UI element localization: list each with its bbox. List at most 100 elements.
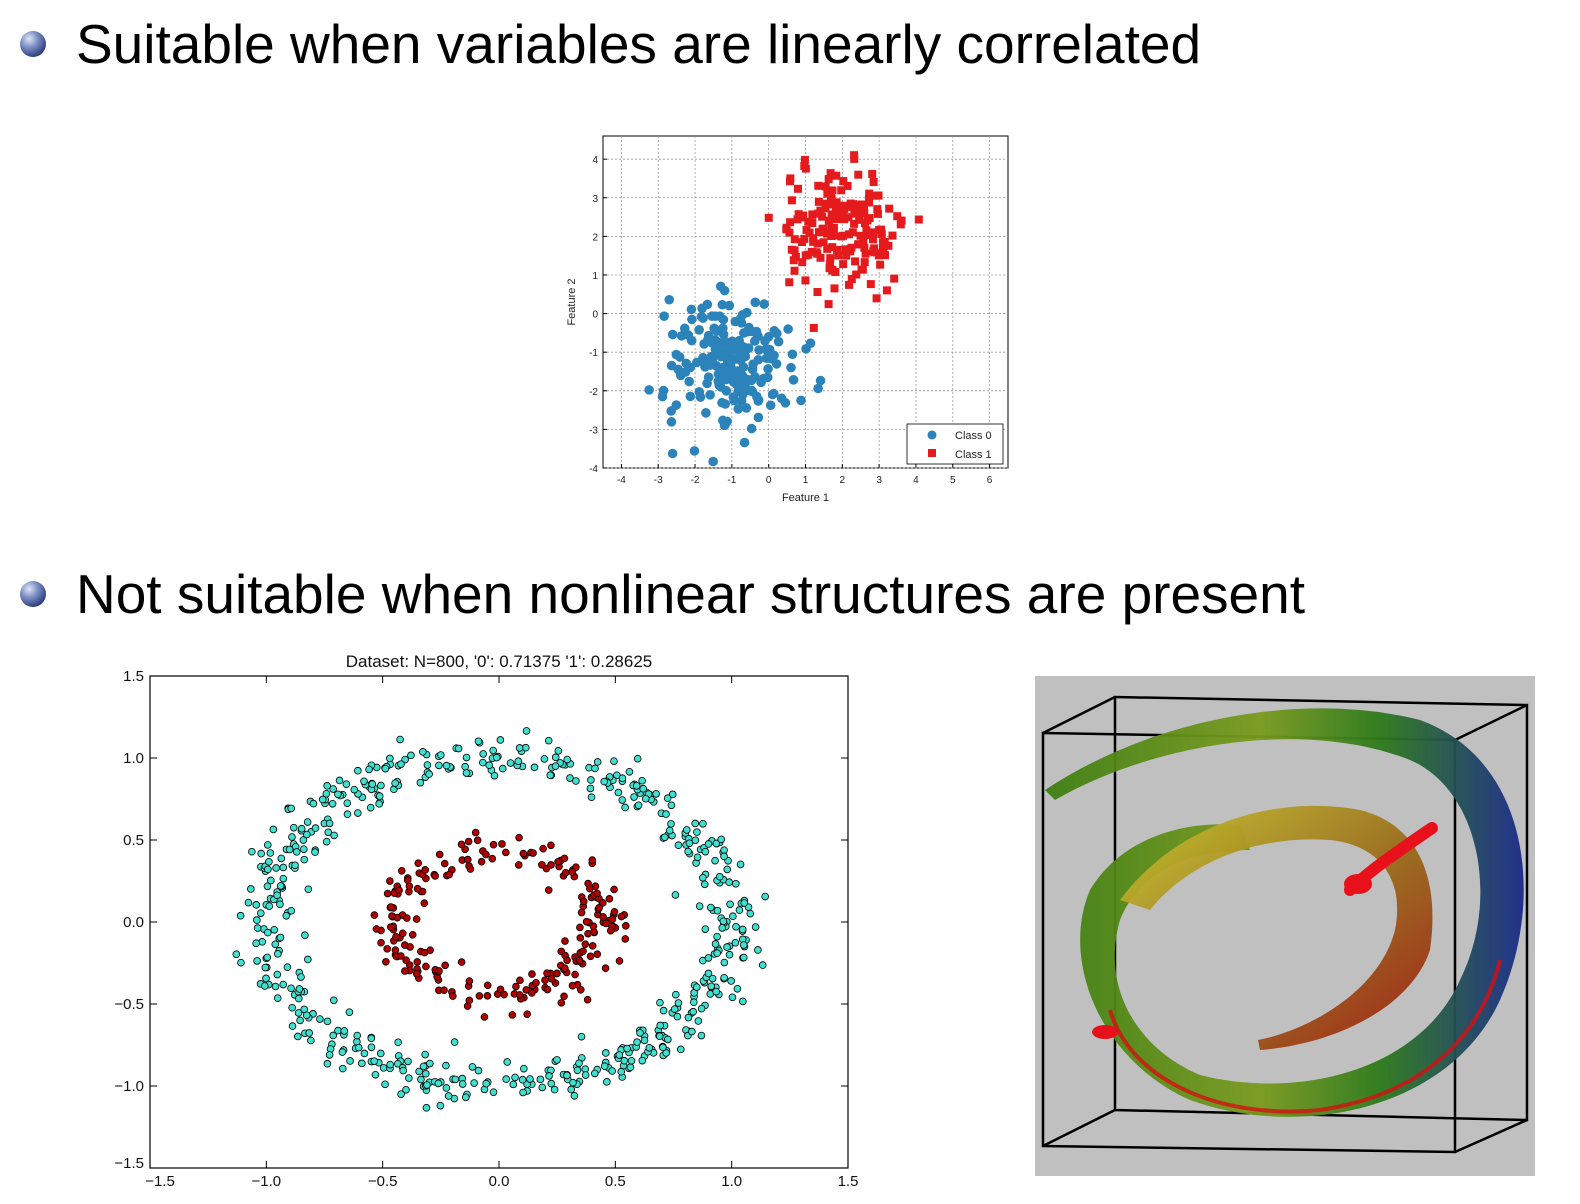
outer-ring-point xyxy=(304,955,312,964)
class-1-point xyxy=(829,231,838,240)
outer-ring-point xyxy=(272,864,280,872)
outer-ring-point xyxy=(640,1036,649,1045)
outer-ring-point xyxy=(670,1005,679,1013)
class-0-point xyxy=(681,358,691,369)
outer-ring-point xyxy=(370,1057,378,1065)
outer-ring-point xyxy=(273,994,282,1002)
outer-ring-point xyxy=(502,1075,510,1083)
outer-ring-point xyxy=(553,1056,561,1064)
outer-ring-point xyxy=(442,1084,451,1092)
outer-ring-point xyxy=(625,767,634,776)
class-1-point xyxy=(855,215,864,224)
class-0-point xyxy=(787,349,798,360)
y-tick-label: -2 xyxy=(589,387,598,398)
outer-ring-point xyxy=(304,885,313,894)
inner-ring-point xyxy=(413,958,422,966)
class-0-point xyxy=(769,325,780,336)
class-1-point xyxy=(830,284,839,293)
outer-ring-point xyxy=(617,1067,626,1076)
inner-ring-point xyxy=(528,970,536,978)
class-1-point xyxy=(807,247,816,256)
inner-ring-point xyxy=(519,849,528,858)
inner-ring-point xyxy=(589,922,598,931)
y-tick-label: −1.5 xyxy=(114,1155,144,1172)
outer-ring-point xyxy=(634,801,643,810)
outer-ring-point xyxy=(338,1064,347,1073)
class-1-point xyxy=(787,245,796,254)
outer-ring-point xyxy=(318,795,327,804)
class-1-point xyxy=(787,196,796,205)
inner-ring-point xyxy=(422,962,430,971)
class-1-point xyxy=(864,195,873,204)
outer-ring-point xyxy=(701,925,710,933)
annotation-blob xyxy=(1092,1025,1118,1039)
class-1-point xyxy=(800,162,809,171)
outer-ring-point xyxy=(699,819,707,828)
outer-ring-point xyxy=(726,900,734,909)
outer-ring-point xyxy=(652,790,660,798)
class-1-point xyxy=(805,228,814,237)
class-1-point xyxy=(832,171,841,180)
outer-ring-point xyxy=(692,983,701,991)
outer-ring-point xyxy=(285,845,294,854)
class-1-point xyxy=(840,204,849,213)
class-0-point xyxy=(711,360,722,371)
class-1-point xyxy=(821,182,830,191)
outer-ring-point xyxy=(725,878,733,887)
class-0-point xyxy=(666,406,676,416)
x-tick-label: -4 xyxy=(617,475,626,486)
x-tick-label: −0.5 xyxy=(368,1173,398,1190)
outer-ring-point xyxy=(264,865,272,874)
outer-ring-point xyxy=(271,940,280,949)
outer-ring-point xyxy=(518,1075,527,1084)
outer-ring-point xyxy=(474,1066,483,1075)
inner-ring-point xyxy=(515,991,524,999)
class-0-point xyxy=(763,364,773,374)
class-1-point xyxy=(826,254,835,263)
class-1-point xyxy=(877,230,886,239)
inner-ring-point xyxy=(586,952,595,961)
outer-ring-point xyxy=(270,925,279,934)
outer-ring-point xyxy=(577,1032,586,1041)
class-1-point xyxy=(914,215,923,224)
bullet-linear-text: Suitable when variables are linearly cor… xyxy=(76,13,1202,75)
class-1-point xyxy=(782,223,791,232)
outer-ring-point xyxy=(671,891,680,899)
class-1-point xyxy=(882,286,891,295)
class-1-point xyxy=(826,260,835,269)
class-1-point xyxy=(856,231,865,240)
outer-ring-point xyxy=(639,784,647,793)
outer-ring-point xyxy=(551,762,560,770)
class-1-point xyxy=(824,300,833,309)
inner-ring-point xyxy=(605,895,614,903)
outer-ring-point xyxy=(247,885,255,893)
class-1-point xyxy=(869,235,878,244)
outer-ring-point xyxy=(437,751,445,759)
outer-ring-point xyxy=(416,778,425,787)
outer-ring-point xyxy=(279,980,288,989)
class-0-point xyxy=(813,383,823,394)
class-1-point xyxy=(832,198,841,207)
class-1-point xyxy=(814,181,823,190)
x-tick-label: 1.5 xyxy=(838,1173,859,1190)
outer-ring-point xyxy=(496,736,505,744)
inner-ring-point xyxy=(576,985,585,994)
outer-ring-point xyxy=(723,943,731,951)
outer-ring-point xyxy=(353,1031,362,1040)
class-1-point xyxy=(843,181,852,190)
outer-ring-point xyxy=(323,782,331,790)
x-tick-label: 1.0 xyxy=(721,1173,742,1190)
class-0-point xyxy=(730,316,741,327)
class-0-point xyxy=(764,344,775,355)
y-tick-label: 1.5 xyxy=(123,668,144,685)
outer-ring-point xyxy=(498,764,507,773)
outer-ring-point xyxy=(377,781,385,790)
inner-ring-point xyxy=(382,957,390,966)
class-1-point xyxy=(789,256,798,265)
outer-ring-point xyxy=(276,933,285,942)
class-1-point xyxy=(786,218,795,227)
outer-ring-point xyxy=(366,803,375,812)
class-1-point xyxy=(870,248,879,257)
